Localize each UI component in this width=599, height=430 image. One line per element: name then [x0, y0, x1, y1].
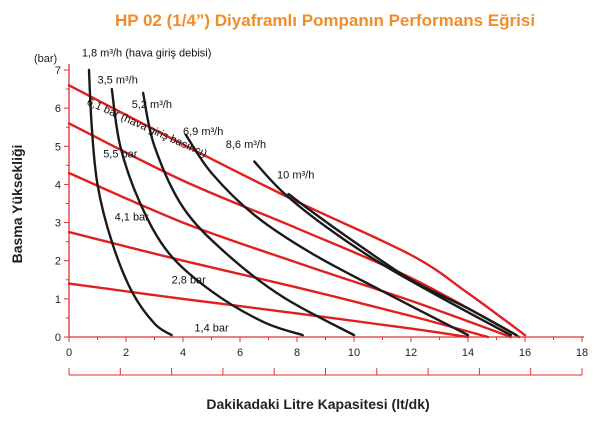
series-line-flow-7 [141, 91, 356, 337]
x-tick-label: 2 [123, 347, 129, 359]
x-tick-label: 14 [462, 347, 474, 359]
annotations: 1,8 m³/h (hava giriş debisi) 3,5 m³/h 5,2 … [82, 48, 315, 335]
x-axis-title: Dakikadaki Litre Kapasitesi (lt/dk) [206, 396, 429, 412]
series-line-flow-5 [87, 68, 173, 337]
x-tick-label: 4 [180, 347, 186, 359]
x-tick-label: 10 [348, 347, 360, 359]
curve-label-2: 5,2 m³/h [132, 99, 172, 111]
series-line-pressure-4 [67, 84, 527, 337]
curve-label-0: 1,8 m³/h (hava giriş debisi) [82, 48, 212, 60]
curve-label-8: 4,1 bar [115, 212, 150, 224]
x-tick-label: 12 [405, 347, 417, 359]
curve-label-6: 5,5 bar [103, 149, 138, 161]
x-tick-label: 0 [66, 347, 72, 359]
x-tick-label: 16 [519, 347, 531, 359]
y-tick-label: 7 [55, 65, 61, 77]
y-axis-title: Basma Yüksekliği [9, 145, 25, 264]
chart-title: HP 02 (1/4”) Diyaframlı Pompanın Perform… [115, 11, 535, 30]
y-tick-label: 2 [55, 256, 61, 268]
series-line-flow-8 [184, 133, 470, 337]
curve-label-10: 1,4 bar [194, 322, 229, 334]
series-line-flow-10 [287, 192, 518, 337]
y-tick-label: 3 [55, 218, 61, 230]
y-tick-label: 6 [55, 103, 61, 115]
curve-label-1: 3,5 m³/h [98, 74, 138, 86]
series-line-pressure-3 [67, 122, 521, 339]
x-tick-label: 8 [294, 347, 300, 359]
curve-label-4: 6,9 m³/h [183, 126, 223, 138]
series-lines [67, 68, 527, 339]
x-tick-label: 18 [576, 347, 588, 359]
curve-label-7: 10 m³/h [277, 170, 314, 182]
series-line-pressure-2 [67, 171, 512, 339]
curve-label-5: 8,6 m³/h [226, 139, 266, 151]
y-unit-label: (bar) [34, 53, 57, 65]
curve-label-9: 2,8 bar [172, 275, 207, 287]
series-line-flow-6 [110, 87, 304, 337]
y-tick-label: 0 [55, 332, 61, 344]
x-tick-label: 6 [237, 347, 243, 359]
y-tick-label: 4 [55, 179, 61, 191]
series-line-pressure-0 [67, 282, 470, 339]
y-tick-label: 5 [55, 141, 61, 153]
y-tick-label: 1 [55, 294, 61, 306]
series-line-flow-9 [253, 160, 512, 337]
series-line-pressure-1 [67, 230, 490, 339]
